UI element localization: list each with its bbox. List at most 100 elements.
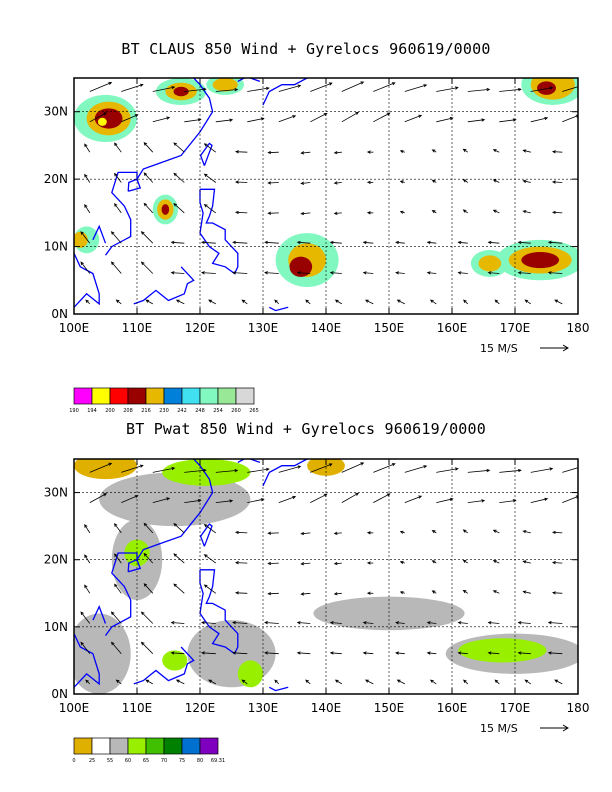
wind-arrow (499, 499, 517, 503)
wind-arrow (84, 524, 91, 534)
colorbar-swatch (181, 737, 201, 755)
coastline (92, 605, 107, 624)
wind-arrow (215, 469, 239, 473)
reference-vector-label: 15 M/S (480, 722, 518, 735)
wind-arrow (267, 211, 279, 215)
x-tick-label: 170E (500, 701, 531, 715)
wind-arrow (362, 240, 374, 245)
wind-arrow (200, 271, 216, 275)
x-tick-label: 160E (437, 701, 468, 715)
wind-arrow (396, 679, 405, 685)
wind-arrow (264, 271, 279, 275)
wind-arrow (232, 651, 248, 655)
colorbar-label: 265 (249, 408, 259, 414)
wind-arrow (499, 468, 522, 473)
wind-arrow (247, 498, 265, 503)
wind-arrow (140, 611, 154, 624)
coastline (199, 569, 239, 655)
wind-arrow (121, 464, 144, 473)
y-tick-label: 30N (44, 486, 68, 500)
wind-arrow (232, 271, 248, 275)
wind-arrow (494, 299, 500, 305)
wind-arrow (184, 118, 202, 123)
wind-arrow (399, 210, 405, 214)
x-tick-label: 180 (567, 321, 590, 335)
wind-arrow (399, 180, 405, 184)
wind-arrow (399, 560, 405, 565)
filled-region (94, 108, 123, 129)
wind-arrow (170, 651, 185, 655)
wind-arrow (203, 143, 217, 153)
wind-arrow (84, 143, 91, 153)
wind-arrow (463, 679, 469, 685)
wind-arrow (84, 204, 91, 214)
wind-arrow (264, 621, 279, 625)
wind-arrow (152, 466, 176, 473)
reference-vector-arrow (540, 724, 569, 732)
wind-arrow (296, 621, 311, 625)
wind-arrow (89, 81, 113, 92)
wind-arrow (547, 621, 563, 625)
wind-arrow (431, 210, 437, 214)
wind-arrow (80, 641, 91, 654)
wind-arrow (115, 299, 122, 305)
colorbar-swatch (199, 737, 219, 755)
colorbar-label: 25 (89, 758, 95, 764)
wind-arrow (80, 611, 91, 624)
wind-arrow (396, 299, 405, 305)
y-tick-label: 0N (51, 307, 68, 321)
colorbar-label: 55 (107, 758, 113, 764)
wind-arrow (114, 142, 122, 153)
wind-arrow (143, 142, 154, 153)
filled-region (458, 638, 547, 663)
wind-arrow (296, 240, 311, 245)
wind-arrow (208, 679, 216, 685)
wind-arrow (247, 467, 270, 473)
y-tick-label: 20N (44, 553, 68, 567)
wind-arrow (143, 522, 154, 534)
wind-arrow (562, 495, 578, 503)
colorbar-swatch (73, 387, 93, 405)
wind-arrow (89, 112, 108, 123)
coastline (199, 523, 213, 547)
wind-arrow (140, 261, 154, 274)
x-tick-label: 130E (248, 701, 279, 715)
y-tick-label: 20N (44, 172, 68, 186)
wind-arrow (80, 261, 91, 274)
wind-arrow (373, 493, 391, 503)
wind-arrow (364, 679, 374, 685)
wind-arrow (143, 583, 154, 594)
x-tick-label: 170E (500, 321, 531, 335)
wind-arrow (140, 641, 154, 654)
wind-arrow (84, 584, 91, 594)
wind-arrow (333, 592, 342, 596)
wind-arrow (499, 87, 522, 92)
wind-arrow (200, 621, 216, 625)
wind-arrow (499, 118, 517, 123)
wind-arrow (395, 240, 405, 245)
y-tick-label: 10N (44, 620, 68, 634)
wind-arrow (152, 86, 176, 92)
wind-arrow (89, 493, 108, 503)
filled-region (161, 204, 170, 215)
wind-arrow (395, 651, 405, 655)
wind-arrow (462, 179, 469, 183)
x-tick-label: 180 (567, 701, 590, 715)
wind-arrow (203, 203, 217, 214)
wind-arrow (115, 679, 122, 685)
wind-arrow (278, 465, 302, 473)
wind-arrow (492, 529, 500, 534)
wind-arrow (530, 116, 549, 123)
x-tick-label: 150E (374, 701, 405, 715)
wind-arrow (173, 553, 185, 564)
wind-arrow (143, 202, 154, 214)
reference-vector-arrow (540, 344, 569, 352)
colorbar-swatch (127, 387, 147, 405)
colorbar-label: 248 (195, 408, 205, 414)
coastline (74, 253, 100, 308)
wind-arrow (431, 149, 437, 153)
wind-arrow (333, 211, 342, 215)
wind-arrow (487, 271, 500, 275)
colorbar-label: 260 (231, 408, 241, 414)
chart-1-title: BT CLAUS 850 Wind + Gyrelocs 960619/0000 (121, 40, 491, 58)
